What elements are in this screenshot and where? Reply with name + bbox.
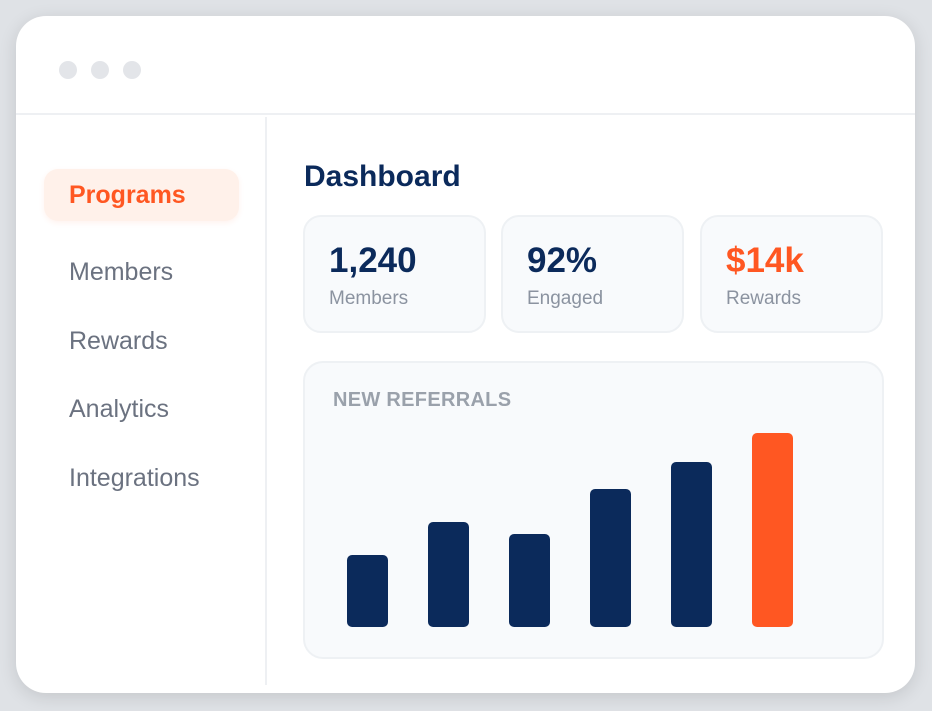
app-window: Programs Members Rewards Analytics Integ… — [16, 16, 915, 693]
stat-card-members[interactable]: 1,240 Members — [303, 215, 486, 333]
stat-label: Engaged — [527, 288, 604, 309]
sidebar-item-integrations[interactable]: Integrations — [69, 464, 200, 492]
stat-card-engaged[interactable]: 92% Engaged — [501, 215, 684, 333]
sidebar-item-programs[interactable]: Programs — [44, 169, 239, 221]
chart-bar-4[interactable] — [590, 489, 631, 627]
sidebar-item-members[interactable]: Members — [69, 258, 174, 286]
referrals-chart-card: NEW REFERRALS — [303, 361, 884, 659]
stat-value: 1,240 — [329, 241, 417, 280]
window-control-dot[interactable] — [91, 61, 109, 79]
stat-value: $14k — [726, 241, 804, 280]
window-control-dot[interactable] — [59, 61, 77, 79]
window-control-dot[interactable] — [123, 61, 141, 79]
chart-bar-5[interactable] — [671, 462, 712, 627]
sidebar-item-analytics[interactable]: Analytics — [69, 395, 170, 423]
sidebar-item-rewards[interactable]: Rewards — [69, 327, 168, 355]
title-bar — [16, 16, 915, 115]
stat-label: Members — [329, 288, 409, 309]
sidebar: Programs Members Rewards Analytics Integ… — [16, 117, 267, 685]
stat-value: 92% — [527, 241, 598, 280]
stat-label: Rewards — [726, 288, 801, 309]
chart-bar-1[interactable] — [347, 555, 388, 627]
page-title: Dashboard — [304, 160, 461, 193]
stat-card-rewards[interactable]: $14k Rewards — [700, 215, 883, 333]
main-content: Dashboard 1,240 Members 92% Engaged $14k… — [269, 117, 915, 693]
chart-bar-2[interactable] — [428, 522, 469, 627]
chart-bar-6[interactable] — [752, 433, 793, 627]
chart-bar-3[interactable] — [509, 534, 550, 627]
chart-title: NEW REFERRALS — [333, 389, 512, 411]
